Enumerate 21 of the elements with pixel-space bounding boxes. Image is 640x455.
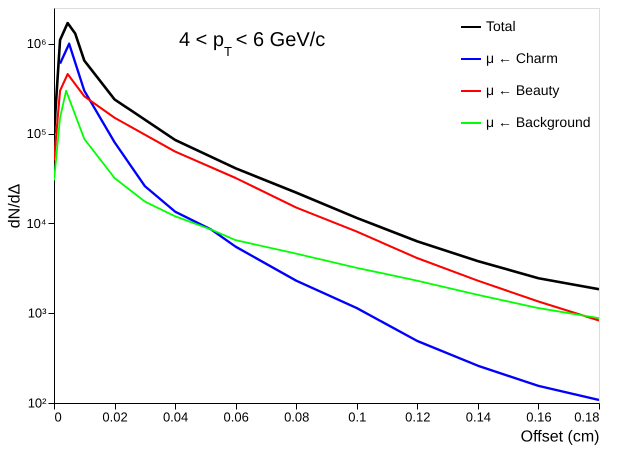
x-tick-label: 0.02 <box>102 410 128 424</box>
x-tick-label: 0.08 <box>284 410 310 424</box>
x-tick-label: 0 <box>54 410 62 424</box>
x-tick-label: 0.1 <box>348 410 366 424</box>
x-tick-label: 0.18 <box>574 410 600 424</box>
x-tick-label: 0.12 <box>405 410 430 424</box>
legend-label: Total <box>486 18 516 34</box>
x-tick-label: 0.14 <box>466 410 492 424</box>
y-tick-label: 10³ <box>28 306 48 321</box>
x-tick-label: 0.04 <box>162 410 188 424</box>
y-axis-title: dN/dΔ <box>6 183 24 228</box>
y-tick-label: 10⁵ <box>26 126 46 142</box>
y-tick-label: 10² <box>28 396 48 410</box>
x-tick-label: 0.16 <box>526 410 552 424</box>
legend-label: μ ← Charm <box>486 50 558 66</box>
legend-label: μ ← Background <box>486 114 591 130</box>
x-tick-label: 0.06 <box>224 410 249 424</box>
x-axis-title: Offset (cm) <box>520 428 600 446</box>
y-tick-label: 10⁶ <box>26 36 46 52</box>
y-tick-label: 10⁴ <box>26 216 46 231</box>
legend-label: μ ← Beauty <box>486 82 560 98</box>
